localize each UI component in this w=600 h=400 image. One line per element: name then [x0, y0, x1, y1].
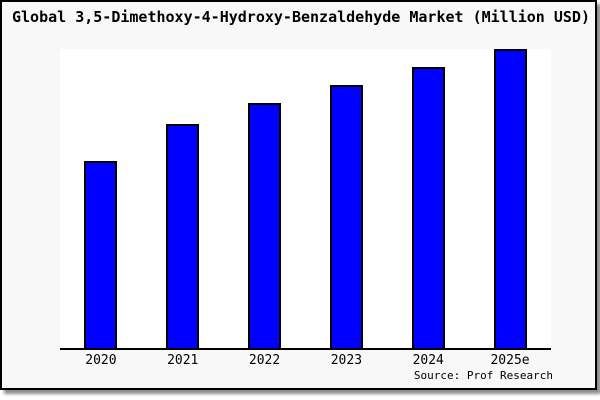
bar-2024: [411, 67, 445, 348]
bar-2022: [248, 103, 282, 348]
chart-frame: Global 3,5-Dimethoxy-4-Hydroxy-Benzaldeh…: [0, 0, 597, 390]
x-tick-label-2021: 2021: [167, 353, 199, 368]
bar-slot-2020: [60, 161, 142, 348]
x-tick-label-2023: 2023: [330, 353, 363, 368]
x-tick-label-2025e: 2025e: [490, 353, 530, 368]
x-tick-label-2024: 2024: [412, 353, 444, 368]
bars-container: [60, 49, 551, 348]
bar-slot-2021: [142, 124, 224, 348]
bar-2023: [329, 85, 363, 348]
x-tick-label-2020: 2020: [85, 353, 117, 368]
plot-area: [60, 49, 551, 350]
bar-slot-2022: [224, 103, 306, 348]
bar-2025e: [493, 49, 527, 348]
bar-2020: [84, 161, 118, 348]
x-axis-labels: 2020 2021 2022 2023 2024 2025e: [60, 353, 551, 368]
bar-slot-2024: [387, 67, 469, 348]
bar-2021: [166, 124, 200, 348]
chart-title: Global 3,5-Dimethoxy-4-Hydroxy-Benzaldeh…: [12, 8, 590, 26]
source-note: Source: Prof Research: [413, 369, 553, 382]
bar-slot-2025e: [469, 49, 551, 348]
bar-slot-2023: [305, 85, 387, 348]
x-tick-label-2022: 2022: [248, 353, 281, 368]
